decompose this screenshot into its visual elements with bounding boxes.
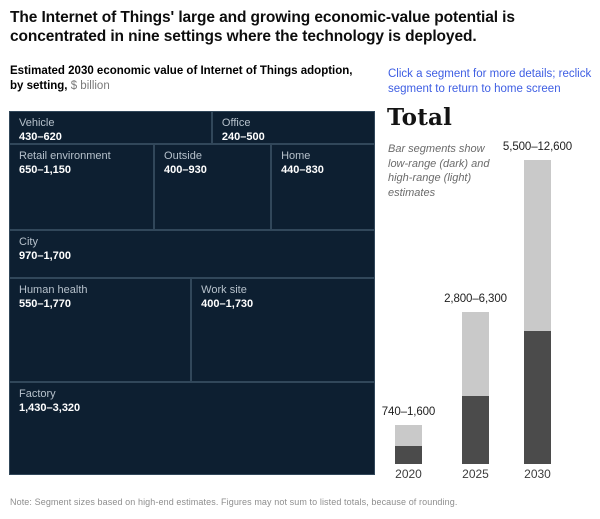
treemap-cell-outside[interactable]: Outside 400–930: [155, 145, 271, 229]
treemap-cell-factory[interactable]: Factory 1,430–3,320: [10, 383, 374, 474]
page-title-line1: The Internet of Things' large and growin…: [10, 9, 515, 26]
treemap-cell-retail-environment[interactable]: Retail environment 650–1,150: [10, 145, 154, 229]
bar-column: [395, 425, 422, 464]
bar-column: [462, 312, 489, 464]
chart-subtitle-unit: $ billion: [70, 79, 110, 92]
total-bar-chart: 740–1,600 2020 2,800–6,300 2025 5,500–12…: [381, 134, 595, 481]
page-title-line2: concentrated in nine settings where the …: [10, 28, 477, 46]
segment-interaction-hint[interactable]: Click a segment for more details; reclic…: [388, 68, 592, 95]
cell-value: 400–1,730: [201, 298, 254, 311]
treemap-row: Retail environment 650–1,150 Outside 400…: [10, 145, 374, 229]
treemap-cell-vehicle[interactable]: Vehicle 430–620: [10, 112, 211, 143]
treemap-cell-home[interactable]: Home 440–830: [272, 145, 374, 229]
bar-column: [524, 160, 551, 464]
cell-label: Retail environment: [19, 150, 111, 162]
bar-year-label: 2020: [395, 467, 422, 481]
footnote: Note: Segment sizes based on high-end es…: [10, 497, 458, 507]
cell-label: Factory: [19, 388, 56, 400]
bar-low-segment: [395, 446, 422, 464]
bar-range-label: 740–1,600: [381, 406, 436, 418]
bar-low-segment: [524, 331, 551, 464]
cell-label: Human health: [19, 284, 88, 296]
treemap-row: Factory 1,430–3,320: [10, 383, 374, 474]
chart-subtitle-line2: by setting,: [10, 79, 68, 92]
cell-value: 400–930: [164, 164, 207, 177]
treemap-cell-work-site[interactable]: Work site 400–1,730: [192, 279, 374, 381]
cell-label: City: [19, 236, 38, 248]
cell-label: Outside: [164, 150, 202, 162]
cell-value: 970–1,700: [19, 250, 71, 263]
cell-label: Home: [281, 150, 311, 162]
cell-value: 440–830: [281, 164, 324, 177]
treemap-cell-city[interactable]: City 970–1,700: [10, 231, 374, 277]
chart-subtitle-line1: Estimated 2030 economic value of Interne…: [10, 65, 353, 77]
treemap-row: Vehicle 430–620 Office 240–500: [10, 112, 374, 143]
total-heading: Total: [387, 104, 453, 131]
bar-year-label: 2030: [524, 467, 551, 481]
treemap-row: Human health 550–1,770 Work site 400–1,7…: [10, 279, 374, 381]
cell-value: 550–1,770: [19, 298, 71, 311]
settings-treemap: Vehicle 430–620 Office 240–500 Retail en…: [9, 111, 375, 475]
cell-value: 1,430–3,320: [19, 402, 81, 415]
cell-value: 650–1,150: [19, 164, 71, 177]
bar-range-label: 5,500–12,600: [502, 141, 573, 153]
cell-value: 430–620: [19, 131, 62, 143]
treemap-cell-office[interactable]: Office 240–500: [212, 112, 374, 143]
cell-label: Vehicle: [19, 117, 55, 129]
treemap-row: City 970–1,700: [10, 231, 374, 277]
page-title: The Internet of Things' large and growin…: [10, 8, 592, 46]
bar-low-segment: [462, 396, 489, 464]
chart-subtitle: Estimated 2030 economic value of Interne…: [10, 64, 382, 94]
cell-value: 240–500: [221, 131, 265, 143]
cell-label: Office: [221, 117, 251, 129]
bar-year-label: 2025: [462, 467, 489, 481]
bar-range-label: 2,800–6,300: [444, 293, 507, 305]
bar-legend-caption: Bar segments show low-range (dark) and h…: [388, 143, 490, 200]
cell-label: Work site: [201, 284, 247, 296]
treemap-cell-human-health[interactable]: Human health 550–1,770: [10, 279, 191, 381]
